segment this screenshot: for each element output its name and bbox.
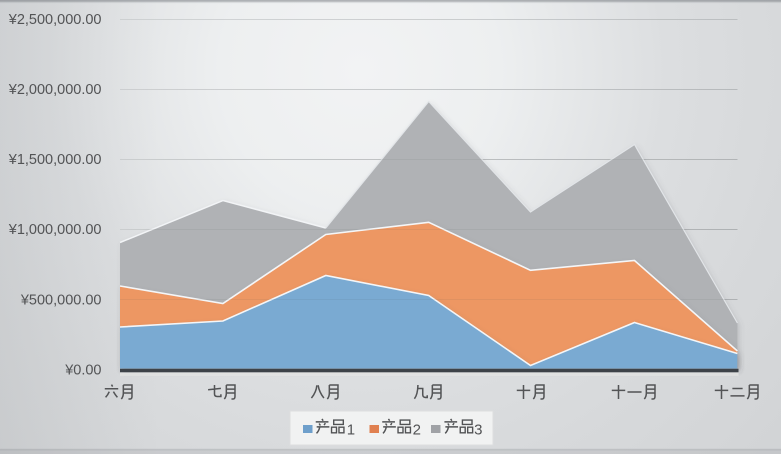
- svg-text:1: 1: [347, 422, 355, 439]
- svg-text:¥1,000,000.00: ¥1,000,000.00: [8, 222, 102, 238]
- svg-text:2: 2: [413, 422, 421, 439]
- svg-text:3: 3: [474, 422, 482, 439]
- svg-text:¥2,500,000.00: ¥2,500,000.00: [8, 12, 102, 28]
- svg-text:¥0.00: ¥0.00: [64, 362, 101, 378]
- svg-text:¥2,000,000.00: ¥2,000,000.00: [8, 82, 102, 98]
- svg-text:¥500,000.00: ¥500,000.00: [20, 292, 102, 308]
- svg-text:¥1,500,000.00: ¥1,500,000.00: [8, 152, 102, 168]
